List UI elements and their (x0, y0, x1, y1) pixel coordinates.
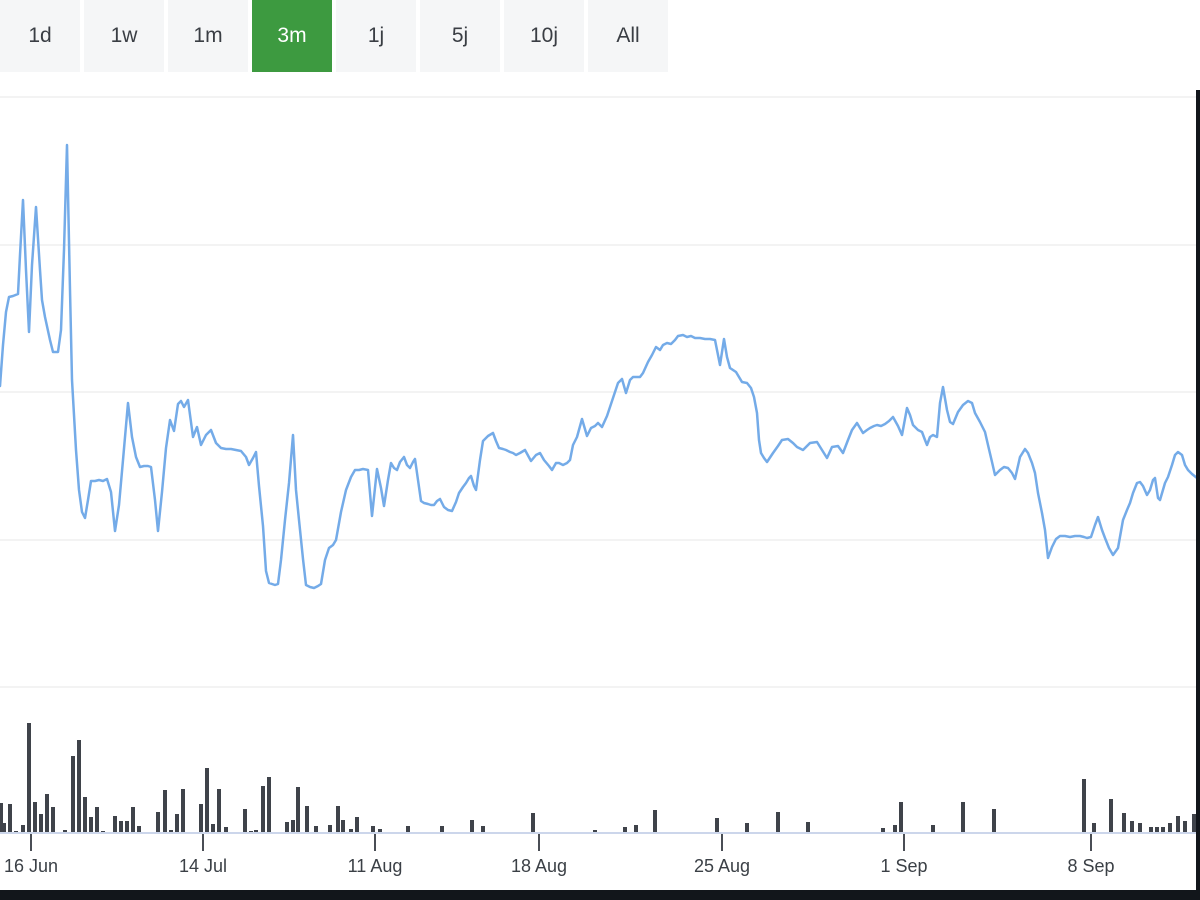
volume-bar (125, 821, 129, 833)
volume-bar (77, 740, 81, 833)
volume-bar (992, 809, 996, 833)
volume-bar (623, 827, 627, 833)
volume-bar (113, 816, 117, 833)
volume-bar (156, 812, 160, 833)
volume-bar (119, 821, 123, 833)
volume-bar (1138, 823, 1142, 833)
volume-bar (531, 813, 535, 833)
volume-bar (1122, 813, 1126, 833)
volume-bar (349, 829, 353, 833)
volume-bar (163, 790, 167, 833)
volume-bar (8, 804, 12, 833)
volume-bar (336, 806, 340, 833)
volume-bar (715, 818, 719, 833)
volume-bar (254, 830, 258, 833)
volume-bar (806, 822, 810, 833)
volume-bar (634, 825, 638, 833)
volume-bar (296, 787, 300, 833)
volume-bar (481, 826, 485, 833)
volume-bar (1082, 779, 1086, 833)
volume-bar (881, 828, 885, 833)
range-button-1w[interactable]: 1w (84, 0, 164, 72)
volume-bar (267, 777, 271, 833)
range-button-5j[interactable]: 5j (420, 0, 500, 72)
volume-bar (1192, 814, 1196, 833)
range-button-3m[interactable]: 3m (252, 0, 332, 72)
volume-bar (45, 794, 49, 833)
x-axis-label: 14 Jul (179, 856, 227, 876)
range-button-1j[interactable]: 1j (336, 0, 416, 72)
volume-bar (653, 810, 657, 833)
volume-bar (931, 825, 935, 833)
volume-bar (217, 789, 221, 833)
right-edge-border (1196, 90, 1200, 900)
x-axis-label: 16 Jun (4, 856, 58, 876)
volume-bar (1109, 799, 1113, 833)
volume-bar (1155, 827, 1159, 833)
volume-bar (71, 756, 75, 833)
volume-bar (328, 825, 332, 833)
volume-bar (341, 820, 345, 833)
volume-bar (211, 824, 215, 833)
x-axis-label: 8 Sep (1067, 856, 1114, 876)
range-button-1d[interactable]: 1d (0, 0, 80, 72)
volume-bar (470, 820, 474, 833)
volume-bar (961, 802, 965, 833)
range-button-1m[interactable]: 1m (168, 0, 248, 72)
volume-bar (21, 825, 25, 833)
x-axis-label: 1 Sep (880, 856, 927, 876)
volume-bar (305, 806, 309, 833)
volume-bar (371, 826, 375, 833)
volume-bar (175, 814, 179, 833)
range-button-All[interactable]: All (588, 0, 668, 72)
volume-bar (440, 826, 444, 833)
volume-bar (1130, 821, 1134, 833)
volume-bar (224, 827, 228, 833)
volume-bar (893, 825, 897, 833)
volume-bar (1149, 827, 1153, 833)
volume-bar (406, 826, 410, 833)
volume-bar (314, 826, 318, 833)
volume-bar (89, 817, 93, 833)
x-axis-label: 18 Aug (511, 856, 567, 876)
volume-bar (1183, 821, 1187, 833)
volume-bar (1092, 823, 1096, 833)
volume-bar (378, 829, 382, 833)
volume-bar (593, 830, 597, 833)
volume-bar (181, 789, 185, 833)
volume-bar (1168, 823, 1172, 833)
volume-bar (291, 820, 295, 833)
range-button-10j[interactable]: 10j (504, 0, 584, 72)
volume-bar (199, 804, 203, 833)
volume-bar (243, 809, 247, 833)
volume-bar (205, 768, 209, 833)
volume-bar (355, 817, 359, 833)
x-axis-label: 11 Aug (348, 856, 403, 876)
volume-bar (261, 786, 265, 833)
x-axis-label: 25 Aug (694, 856, 750, 876)
volume-bar (2, 823, 6, 833)
range-toolbar: 1d 1w 1m 3m 1j 5j 10j All (0, 0, 1200, 72)
volume-bar (899, 802, 903, 833)
price-line (0, 143, 1199, 590)
volume-bar (63, 830, 67, 833)
volume-bar (776, 812, 780, 833)
volume-bar (33, 802, 37, 833)
volume-bar (745, 823, 749, 833)
bottom-edge-border (0, 890, 1200, 900)
volume-bar (1161, 827, 1165, 833)
volume-bar (169, 830, 173, 833)
volume-bar (137, 826, 141, 833)
volume-bar (285, 822, 289, 833)
volume-bar (1176, 816, 1180, 833)
volume-bar (0, 803, 3, 833)
volume-bar (27, 723, 31, 833)
volume-bar (39, 814, 43, 833)
volume-bar (51, 807, 55, 833)
volume-bar (131, 807, 135, 833)
volume-bar (83, 797, 87, 833)
volume-bar (95, 807, 99, 833)
